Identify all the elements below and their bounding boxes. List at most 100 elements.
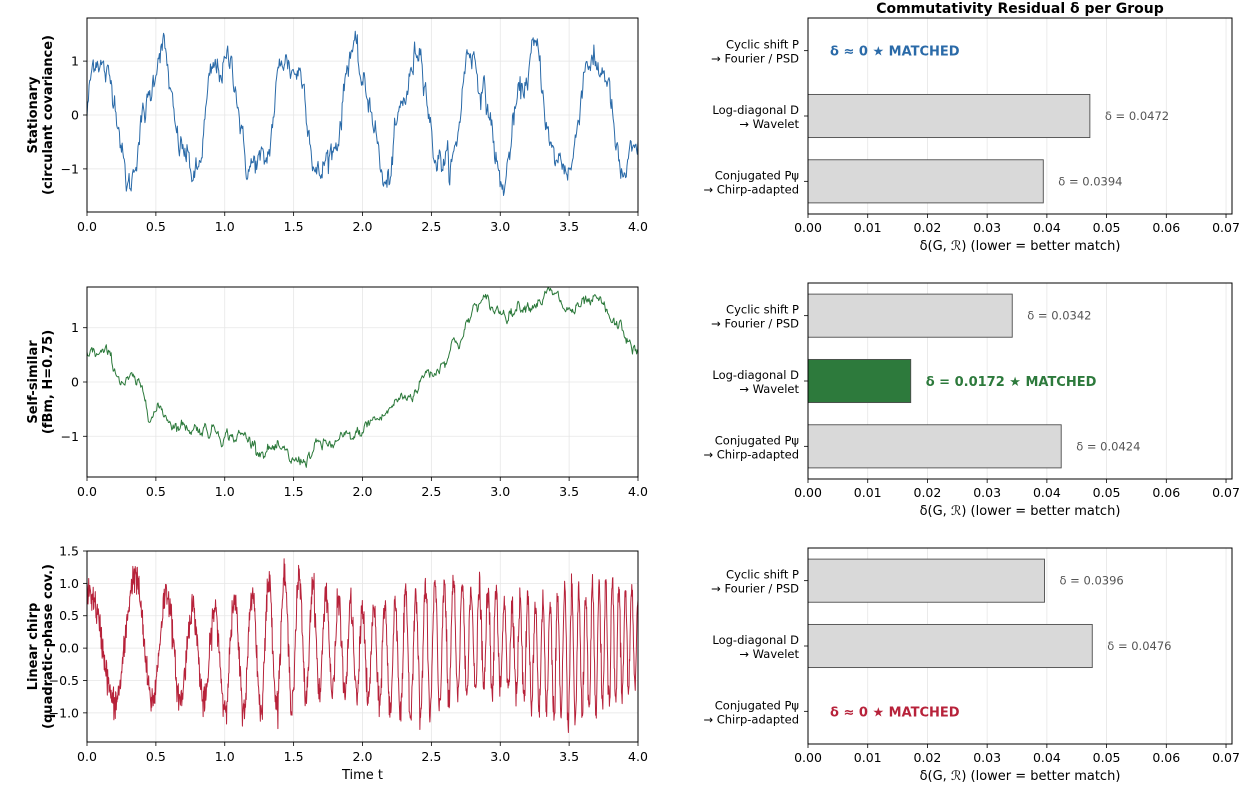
x-tick-label: 4.0 xyxy=(628,749,648,764)
bar xyxy=(807,159,1044,204)
category-sublabel: → Fourier / PSD xyxy=(711,582,799,596)
x-axis-label: δ(G, ℛ) (lower = better match) xyxy=(920,504,1121,519)
line-panel-0: 0.0 0.5 1.0 1.5 2.0 2.5 3.0 3.5 4.0 1 0 −1 Stationar… xyxy=(26,17,648,234)
x-tick-label: 0.5 xyxy=(146,484,166,499)
x-tick-label: 3.5 xyxy=(559,219,579,234)
data-label: δ = 0.0472 xyxy=(1105,109,1169,123)
x-tick-label: 0.03 xyxy=(973,750,1001,765)
y-axis-sublabel: (circulant covariance) xyxy=(41,35,56,195)
data-label-matched: δ ≈ 0 ★ MATCHED xyxy=(830,705,960,720)
x-axis-label: Time t xyxy=(341,768,383,783)
y-tick-label: −1.0 xyxy=(49,705,79,720)
category-sublabel: → Wavelet xyxy=(739,647,799,661)
x-tick-label: 0.5 xyxy=(146,219,166,234)
x-tick-label: 1.0 xyxy=(215,484,235,499)
x-tick-label: 3.0 xyxy=(490,219,510,234)
axes-frame xyxy=(807,17,1233,215)
data-label: δ = 0.0394 xyxy=(1058,174,1122,188)
x-tick-label: 2.5 xyxy=(421,484,441,499)
bar xyxy=(807,293,1013,338)
x-tick-label: 0.0 xyxy=(77,484,97,499)
category-sublabel: → Chirp-adapted xyxy=(703,182,799,196)
x-tick-label: 0.07 xyxy=(1212,220,1240,235)
category-sublabel: → Fourier / PSD xyxy=(711,52,799,66)
category-label: Log-diagonal D xyxy=(712,103,799,117)
data-label: δ = 0.0424 xyxy=(1076,439,1140,453)
bar xyxy=(807,358,912,404)
category-sublabel: → Wavelet xyxy=(739,117,799,131)
axes-frame xyxy=(807,547,1233,745)
y-axis-label: Stationary xyxy=(26,76,41,153)
y-axis-sublabel: (fBm, H=0.75) xyxy=(41,330,56,434)
x-tick-label: 0.00 xyxy=(794,220,822,235)
y-tick-label: 0.5 xyxy=(59,608,79,623)
x-tick-label: 0.00 xyxy=(794,750,822,765)
x-tick-label: 0.06 xyxy=(1152,220,1180,235)
y-tick-label: 1.5 xyxy=(59,544,79,559)
x-tick-label: 0.03 xyxy=(973,485,1001,500)
x-tick-label: 0.02 xyxy=(914,485,942,500)
bar xyxy=(807,558,1045,603)
y-tick-label: 0 xyxy=(71,375,79,390)
bar-panel-1: 0.00 0.01 0.02 0.03 0.04 0.05 0.06 0.07 Cyclic s… xyxy=(703,282,1240,519)
category-label: Log-diagonal D xyxy=(712,633,799,647)
y-tick-label: −1 xyxy=(61,429,79,444)
data-label: δ = 0.0396 xyxy=(1059,574,1123,588)
y-axis-label: Self-similar xyxy=(26,340,41,424)
x-tick-label: 0.02 xyxy=(914,750,942,765)
x-tick-label: 2.0 xyxy=(353,484,373,499)
x-tick-label: 0.04 xyxy=(1033,750,1061,765)
data-label-matched: δ ≈ 0 ★ MATCHED xyxy=(830,45,960,60)
category-label: Cyclic shift P xyxy=(726,303,799,317)
x-tick-label: 1.5 xyxy=(284,219,304,234)
x-tick-label: 2.5 xyxy=(421,219,441,234)
bar xyxy=(807,424,1062,469)
x-tick-label: 1.5 xyxy=(284,749,304,764)
x-tick-label: 0.02 xyxy=(914,220,942,235)
y-tick-label: −0.5 xyxy=(49,673,79,688)
line-panel-2: 0.0 0.5 1.0 1.5 2.0 2.5 3.0 3.5 4.0 1.5 1.0 0.5 0.0 −… xyxy=(26,544,648,784)
category-sublabel: → Chirp-adapted xyxy=(703,447,799,461)
x-tick-label: 1.5 xyxy=(284,484,304,499)
line-panel-1: 0.0 0.5 1.0 1.5 2.0 2.5 3.0 3.5 4.0 1 0 −1 Self-simi… xyxy=(26,286,648,499)
x-tick-label: 0.05 xyxy=(1093,485,1121,500)
x-axis-label: δ(G, ℛ) (lower = better match) xyxy=(920,769,1121,784)
data-label-matched: δ = 0.0172 ★ MATCHED xyxy=(926,375,1097,390)
x-tick-label: 3.5 xyxy=(559,484,579,499)
x-tick-label: 0.06 xyxy=(1152,750,1180,765)
x-tick-label: 0.06 xyxy=(1152,485,1180,500)
data-label: δ = 0.0342 xyxy=(1027,309,1091,323)
x-tick-label: 2.0 xyxy=(353,219,373,234)
axes-frame xyxy=(807,282,1233,480)
x-tick-label: 0.07 xyxy=(1212,750,1240,765)
x-tick-label: 3.0 xyxy=(490,749,510,764)
x-tick-label: 0.0 xyxy=(77,219,97,234)
x-tick-label: 1.0 xyxy=(215,219,235,234)
category-label: Conjugated Pψ xyxy=(715,433,799,447)
x-tick-label: 4.0 xyxy=(628,219,648,234)
axes-frame xyxy=(86,550,639,743)
category-sublabel: → Fourier / PSD xyxy=(711,317,799,331)
bar xyxy=(807,623,1093,669)
x-tick-label: 0.01 xyxy=(854,750,882,765)
x-tick-label: 0.01 xyxy=(854,485,882,500)
axes-frame xyxy=(86,286,639,478)
x-tick-label: 0.07 xyxy=(1212,485,1240,500)
bar-panel-0: 0.00 0.01 0.02 0.03 0.04 0.05 0.06 0.07 Cyclic s… xyxy=(703,1,1240,254)
category-label: Conjugated Pψ xyxy=(715,698,799,712)
x-tick-label: 2.0 xyxy=(353,749,373,764)
category-sublabel: → Chirp-adapted xyxy=(703,712,799,726)
category-sublabel: → Wavelet xyxy=(739,382,799,396)
category-label: Cyclic shift P xyxy=(726,568,799,582)
x-axis-label: δ(G, ℛ) (lower = better match) xyxy=(920,239,1121,254)
y-tick-label: 1 xyxy=(71,320,79,335)
y-tick-label: 1.0 xyxy=(59,576,79,591)
x-tick-label: 0.03 xyxy=(973,220,1001,235)
bar-panel-2: 0.00 0.01 0.02 0.03 0.04 0.05 0.06 0.07 Cyclic s… xyxy=(703,547,1240,784)
series-line xyxy=(86,286,639,468)
y-axis-label: Linear chirp xyxy=(26,603,41,691)
category-label: Cyclic shift P xyxy=(726,38,799,52)
x-tick-label: 0.05 xyxy=(1093,220,1121,235)
x-tick-label: 0.04 xyxy=(1033,485,1061,500)
